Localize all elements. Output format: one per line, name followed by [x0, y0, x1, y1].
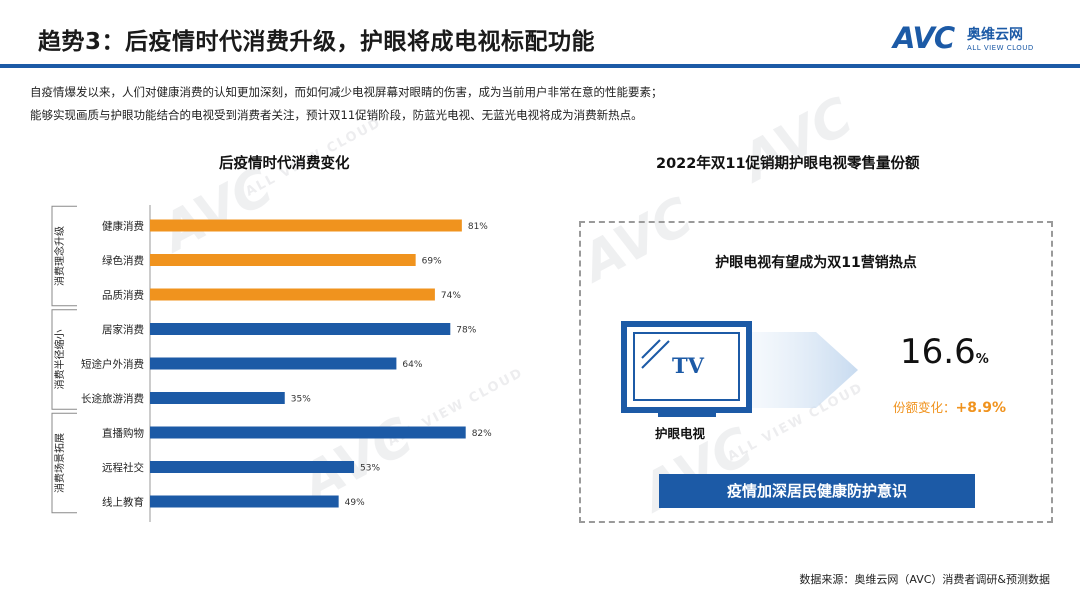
category-label: 健康消费 — [102, 220, 144, 233]
category-label: 长途旅游消费 — [81, 392, 144, 405]
tv-screen-icon — [633, 332, 740, 401]
group-bracket — [51, 309, 77, 410]
screen-glare-icon — [641, 339, 661, 359]
bar — [150, 495, 339, 508]
bar — [150, 288, 435, 301]
category-label: 居家消费 — [102, 323, 144, 336]
tv-label: 护眼电视 — [655, 426, 706, 441]
group-label: 消费理念升级 — [53, 226, 66, 286]
conclusion-banner: 疫情加深居民健康防护意识 — [659, 474, 975, 508]
share-change: 份额变化：+8.9% — [893, 397, 1006, 416]
category-label: 品质消费 — [102, 289, 144, 302]
value-label: 82% — [472, 429, 492, 439]
right-panel-title: 2022年双11促销期护眼电视零售量份额 — [656, 156, 920, 172]
group-bracket — [51, 205, 77, 307]
bar — [150, 426, 466, 439]
data-source-note: 数据来源：奥维云网（AVC）消费者调研&预测数据 — [799, 573, 1050, 586]
value-label: 64% — [402, 360, 422, 370]
share-change-label: 份额变化： — [893, 400, 956, 415]
category-label: 绿色消费 — [102, 254, 144, 267]
brand-logo: AVC 奥维云网 ALL VIEW CLOUD — [893, 22, 1063, 58]
share-value: 16.6% — [900, 332, 989, 372]
category-label: 远程社交 — [102, 461, 144, 474]
tv-stand-icon — [658, 413, 716, 417]
logo-english-name: ALL VIEW CLOUD — [967, 44, 1034, 52]
screen-glare-icon — [641, 340, 670, 369]
tv-graphic: TV — [621, 321, 858, 417]
value-label: 81% — [468, 222, 488, 232]
group-bracket — [51, 412, 77, 514]
value-label: 69% — [422, 257, 442, 267]
intro-line-2: 能够实现画质与护眼功能结合的电视受到消费者关注，预计双11促销阶段，防蓝光电视、… — [30, 108, 643, 122]
category-label: 直播购物 — [102, 427, 144, 440]
tv-screen-text: TV — [672, 353, 705, 378]
share-unit: % — [975, 352, 989, 367]
bar — [150, 357, 397, 370]
arrow-shape — [745, 332, 858, 408]
bar — [150, 219, 462, 232]
watermark-logo: AVC — [732, 86, 863, 194]
consumption-bar-chart: 消费理念升级 健康消费 81% 绿色消费 69% 品质消费 74% 消费半径缩小 居家消费 78%… — [51, 205, 492, 522]
value-label: 74% — [441, 291, 461, 301]
group-label: 消费场景拓展 — [53, 433, 66, 493]
value-label: 49% — [345, 498, 365, 508]
share-number: 16.6 — [900, 332, 976, 372]
category-label: 线上教育 — [102, 496, 144, 509]
share-change-value: +8.9% — [955, 400, 1007, 416]
bar — [150, 392, 285, 404]
value-label: 78% — [456, 326, 476, 336]
bar — [150, 461, 355, 473]
header-divider — [0, 64, 1080, 68]
bar — [150, 323, 451, 335]
avc-logo-mark: AVC — [893, 21, 955, 55]
highlight-box — [579, 221, 1053, 523]
value-label: 53% — [360, 464, 380, 474]
box-heading: 护眼电视有望成为双11营销热点 — [715, 255, 917, 271]
left-chart-title: 后疫情时代消费变化 — [219, 156, 350, 172]
page-title: 趋势3：后疫情时代消费升级，护眼将成电视标配功能 — [38, 29, 596, 55]
group-label: 消费半径缩小 — [53, 330, 66, 390]
value-label: 35% — [291, 395, 311, 405]
bar — [150, 254, 416, 266]
category-label: 短途户外消费 — [81, 358, 144, 371]
intro-line-1: 自疫情爆发以来，人们对健康消费的认知更加深刻，而如何减少电视屏幕对眼睛的伤害，成… — [30, 85, 663, 99]
logo-chinese-name: 奥维云网 — [967, 27, 1023, 43]
